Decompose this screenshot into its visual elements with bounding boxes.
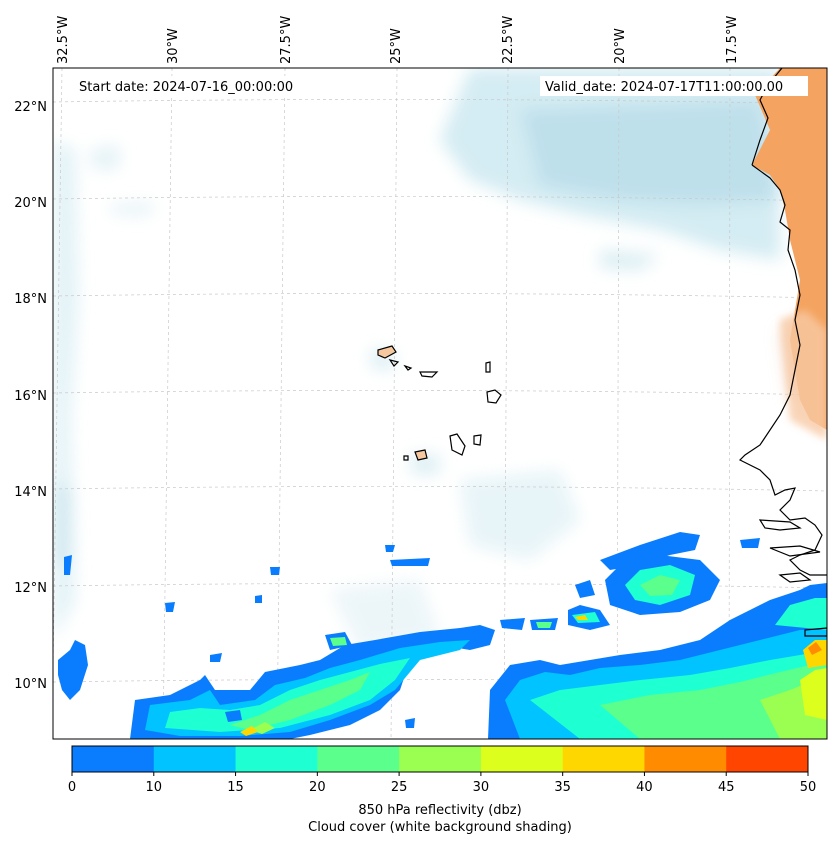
lat-label: 22°N	[14, 100, 47, 115]
colorbar-tick-label: 20	[309, 780, 326, 795]
lon-label: 22.5°W	[501, 16, 516, 64]
colorbar-tick-label: 0	[68, 780, 76, 795]
colorbar-segment	[399, 746, 482, 772]
annotations: Start date: 2024-07-16_00:00:00 Valid_da…	[74, 76, 808, 96]
colorbar-tick-label: 15	[227, 780, 244, 795]
cloud-cover-shading	[53, 68, 820, 650]
valid-date-label: Valid_date: 2024-07-17T11:00:00.00	[545, 80, 783, 95]
colorbar-segment	[562, 746, 645, 772]
colorbar-tick-label: 40	[636, 780, 653, 795]
colorbar-tick-label: 50	[800, 780, 817, 795]
colorbar: 0 10 15 20 25 30 35 40 45 50 850 hPa reflectivity…	[68, 745, 816, 835]
colorbar-segment	[480, 746, 564, 772]
colorbar-segment	[726, 746, 809, 772]
lon-label: 25°W	[389, 28, 404, 64]
colorbar-segment	[644, 746, 727, 772]
colorbar-tick-label: 10	[146, 780, 163, 795]
colorbar-ticks: 0 10 15 20 25 30 35 40 45 50	[68, 772, 816, 795]
lat-label: 18°N	[14, 292, 47, 307]
lon-label: 17.5°W	[725, 16, 740, 64]
cape-verde-islands	[377, 345, 502, 461]
latitude-labels: 22°N 20°N 18°N 16°N 14°N 12°N 10°N	[14, 100, 47, 692]
lon-label: 20°W	[613, 28, 628, 64]
colorbar-tick-label: 30	[473, 780, 490, 795]
colorbar-tick-label: 35	[554, 780, 571, 795]
longitude-labels: 32.5°W 30°W 27.5°W 25°W 22.5°W 20°W 17.5…	[56, 16, 740, 64]
lat-label: 20°N	[14, 196, 47, 211]
colorbar-label-line2: Cloud cover (white background shading)	[308, 820, 572, 835]
reflectivity-field	[58, 532, 827, 739]
lat-label: 10°N	[14, 677, 47, 692]
land-dust-shading	[752, 68, 827, 440]
colorbar-segment	[235, 746, 318, 772]
lon-label: 27.5°W	[279, 16, 294, 64]
colorbar-frame	[71, 745, 809, 773]
lat-label: 12°N	[14, 581, 47, 596]
colorbar-segment	[72, 746, 155, 772]
colorbar-segment	[317, 746, 400, 772]
start-date-label: Start date: 2024-07-16_00:00:00	[79, 80, 293, 95]
lon-label: 30°W	[166, 28, 181, 64]
colorbar-segments	[72, 746, 809, 772]
colorbar-label-line1: 850 hPa reflectivity (dbz)	[358, 803, 521, 818]
colorbar-segment	[153, 746, 237, 772]
map-frame	[52, 67, 828, 740]
colorbar-tick-label: 25	[391, 780, 408, 795]
lon-label: 32.5°W	[56, 16, 71, 64]
lat-label: 14°N	[14, 485, 47, 500]
lat-label: 16°N	[14, 389, 47, 404]
colorbar-tick-label: 45	[718, 780, 735, 795]
